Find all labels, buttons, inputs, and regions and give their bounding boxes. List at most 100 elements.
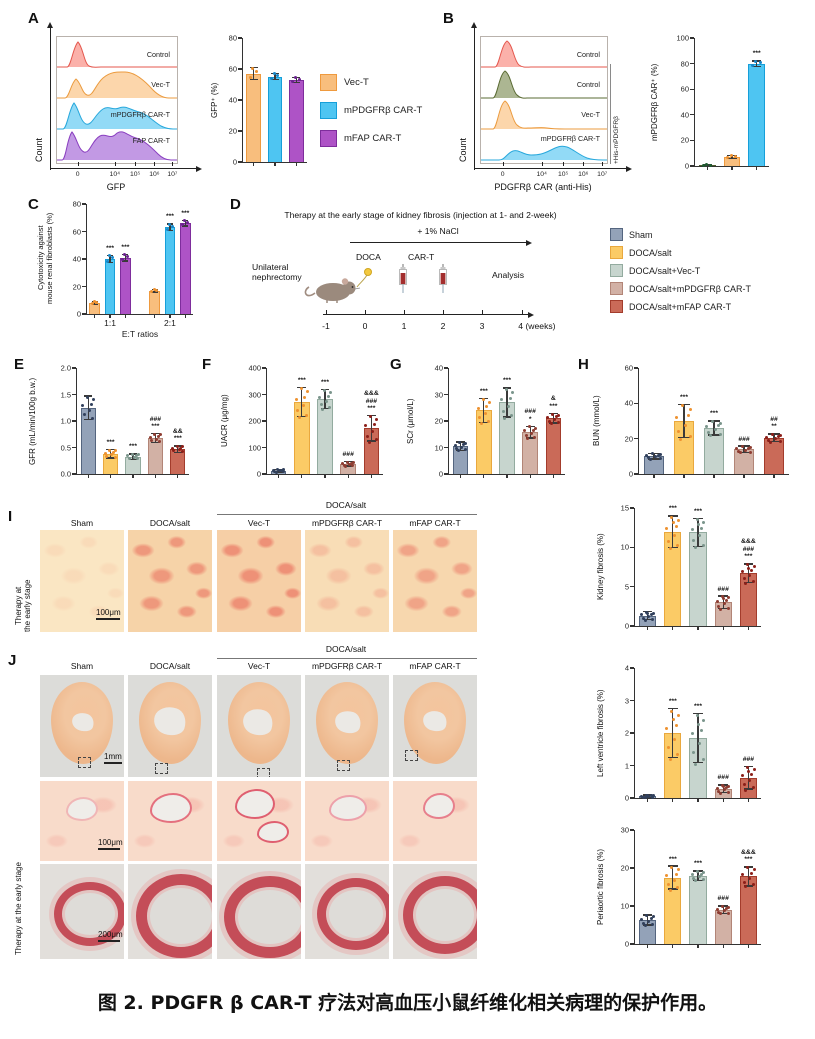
- errv: [747, 866, 750, 886]
- dot: [719, 607, 723, 611]
- errv: [295, 77, 297, 83]
- x-axis-label: PDGFRβ CAR (anti-His): [494, 182, 592, 192]
- x-tick: 10⁵: [557, 171, 569, 178]
- dot: [737, 449, 741, 453]
- dot: [136, 457, 140, 461]
- yticklab: 40: [624, 398, 633, 408]
- errcap: [320, 407, 330, 409]
- bar: [763, 437, 785, 474]
- column-title: Vec-T: [247, 661, 271, 671]
- xtick: [154, 474, 157, 478]
- dot: [674, 724, 678, 728]
- x-tick: 10⁶: [149, 171, 160, 178]
- yticklab: 20: [434, 416, 443, 426]
- doca-connector-line: [356, 274, 368, 288]
- dot: [696, 722, 700, 726]
- errcap: [743, 788, 754, 790]
- dot: [326, 394, 330, 398]
- x-tick: 10⁷: [597, 171, 608, 178]
- dot: [705, 425, 709, 429]
- dot: [701, 543, 705, 547]
- errcap: [642, 924, 653, 926]
- errcap: [718, 792, 728, 794]
- surgery-label: Unilateral nephrectomy: [252, 262, 302, 282]
- dot: [504, 387, 508, 391]
- dot: [742, 880, 746, 884]
- week-tick-label: 2: [440, 321, 446, 331]
- dot: [688, 434, 692, 438]
- dot: [158, 433, 162, 437]
- errv: [747, 766, 750, 789]
- dot: [640, 917, 644, 921]
- errcap: [456, 449, 465, 452]
- dot: [95, 301, 99, 305]
- errcap: [693, 879, 703, 881]
- dot: [681, 404, 685, 408]
- yticklab: 0.5: [60, 443, 71, 452]
- dot: [501, 409, 505, 413]
- chart-car-positive: mPDGFRβ CAR⁺ (%) 0 20 40 60 80 100 ***: [648, 26, 783, 196]
- ytick: [444, 473, 448, 475]
- histology-heart-mfap-car-t: [393, 675, 477, 777]
- column-title: mPDGFRβ CAR-T: [311, 518, 383, 528]
- ytick: [262, 393, 266, 396]
- dot: [91, 416, 95, 420]
- bar: [120, 257, 131, 314]
- roi-box: [337, 760, 350, 771]
- yticklab: 1.5: [60, 390, 71, 399]
- dot: [716, 424, 720, 428]
- dot: [693, 763, 697, 767]
- week-tick-label: -1: [322, 321, 330, 331]
- sig: ***: [668, 855, 677, 863]
- dot: [113, 456, 117, 460]
- dot: [499, 398, 503, 402]
- dot: [485, 405, 489, 409]
- ytick: [630, 943, 634, 945]
- dot: [649, 917, 653, 921]
- yticklab: 2: [624, 728, 629, 738]
- dot: [646, 612, 650, 616]
- dot: [697, 875, 701, 879]
- dot: [180, 450, 184, 454]
- dot: [555, 415, 559, 419]
- ytick: [690, 139, 694, 142]
- errv: [672, 708, 674, 758]
- bar: [545, 418, 562, 474]
- yticklab: 200: [248, 416, 261, 426]
- errcap: [122, 260, 129, 262]
- xtick: [483, 474, 485, 478]
- dot: [134, 454, 138, 458]
- dot: [740, 569, 744, 573]
- dot: [647, 919, 651, 923]
- dot: [324, 399, 328, 403]
- xtick: [722, 626, 724, 630]
- sig: ***: [694, 702, 702, 710]
- xtick: [153, 314, 156, 318]
- dot: [255, 70, 259, 74]
- xtick: [109, 314, 111, 318]
- dot: [458, 440, 462, 444]
- xtick: [747, 944, 750, 948]
- ytick: [630, 867, 634, 869]
- errcap: [83, 418, 93, 421]
- dot: [750, 872, 754, 875]
- ytick: [630, 667, 634, 669]
- bar: [748, 63, 766, 166]
- schematic-therapy-timeline: Therapy at the early stage of kidney fib…: [238, 202, 603, 352]
- syringe-icon: [399, 264, 407, 293]
- dot: [750, 772, 754, 776]
- dot: [692, 539, 696, 543]
- side-label: +His-mPDGFRβ: [613, 116, 620, 164]
- errcap: [366, 440, 376, 442]
- sig: ***: [121, 243, 130, 251]
- dot: [645, 454, 649, 458]
- dot: [90, 302, 94, 306]
- errcap: [738, 451, 750, 454]
- dot: [328, 391, 332, 394]
- dot: [114, 449, 118, 453]
- chart-gfp-positive: GFP⁺ (%) 0 20 40 60 80: [204, 26, 316, 194]
- ytick: [82, 285, 86, 288]
- dot: [689, 407, 693, 411]
- scale-bar: 100μm: [96, 608, 121, 620]
